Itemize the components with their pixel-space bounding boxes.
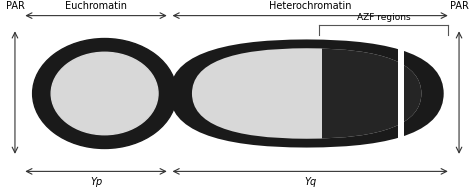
Text: PAR: PAR — [450, 1, 468, 11]
Text: Yq: Yq — [304, 177, 316, 187]
Bar — [321, 39, 468, 148]
Text: AZF regions: AZF regions — [357, 13, 410, 22]
FancyBboxPatch shape — [192, 48, 421, 139]
Ellipse shape — [51, 52, 158, 135]
Ellipse shape — [33, 39, 177, 148]
Bar — [399, 48, 403, 139]
FancyBboxPatch shape — [170, 39, 444, 148]
FancyBboxPatch shape — [192, 48, 421, 139]
Text: Yp: Yp — [90, 177, 102, 187]
Text: PAR: PAR — [6, 1, 24, 11]
Text: Euchromatin: Euchromatin — [65, 1, 127, 11]
Text: Heterochromatin: Heterochromatin — [269, 1, 351, 11]
